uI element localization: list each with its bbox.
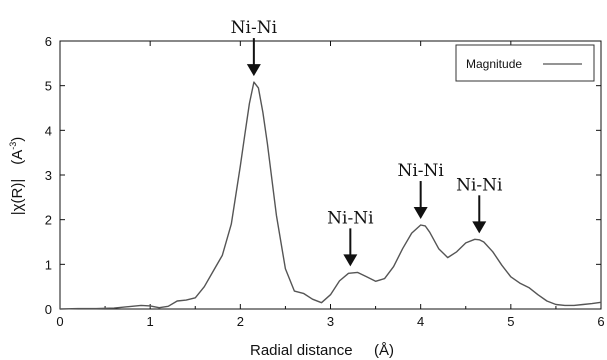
annotation-label: Ni-Ni xyxy=(456,175,503,195)
y-axis-unit-close: ) xyxy=(9,137,26,142)
annotation-arrowhead xyxy=(413,207,428,220)
x-tick-label: 0 xyxy=(56,314,63,329)
y-tick-label: 6 xyxy=(45,34,52,49)
x-tick-label: 3 xyxy=(327,314,334,329)
annotation-label: Ni-Ni xyxy=(231,18,278,38)
x-tick-label: 6 xyxy=(597,314,604,329)
x-tick-label: 2 xyxy=(237,314,244,329)
magnitude-line xyxy=(59,81,602,310)
x-axis-unit: (Å) xyxy=(374,342,394,359)
y-axis-title-group: |χ(R)| (A-3) xyxy=(8,137,26,216)
annotation-arrowhead xyxy=(343,254,358,267)
y-tick-label: 5 xyxy=(45,79,52,94)
y-axis-title: |χ(R)| (A-3) xyxy=(8,137,26,216)
y-tick-label: 0 xyxy=(45,302,52,317)
y-tick-label: 3 xyxy=(45,168,52,183)
annotation-arrowhead xyxy=(472,221,487,234)
annotation-label: Ni-Ni xyxy=(397,161,444,181)
y-axis-unit-exp: -3 xyxy=(8,142,18,150)
x-tick-label: 4 xyxy=(417,314,424,329)
legend-label: Magnitude xyxy=(466,57,522,71)
plot-marks: 0 1 2 3 4 5 6 0 1 2 3 4 5 6 Ni-Ni Ni-Ni Ni-Ni Ni-Ni xyxy=(45,18,605,329)
y-tick-label: 1 xyxy=(45,257,52,272)
x-axis-title: Radial distance xyxy=(250,342,353,359)
legend-box xyxy=(455,44,595,82)
y-tick-label: 2 xyxy=(45,213,52,228)
y-axis-label: |χ(R)| xyxy=(9,179,26,216)
annotation-arrowhead xyxy=(246,64,261,77)
x-tick-label: 5 xyxy=(507,314,514,329)
x-tick-label: 1 xyxy=(147,314,154,329)
legend: Magnitude xyxy=(455,44,595,82)
y-tick-label: 4 xyxy=(45,123,52,138)
annotation-label: Ni-Ni xyxy=(327,208,374,228)
y-axis-unit: (A xyxy=(9,150,26,165)
